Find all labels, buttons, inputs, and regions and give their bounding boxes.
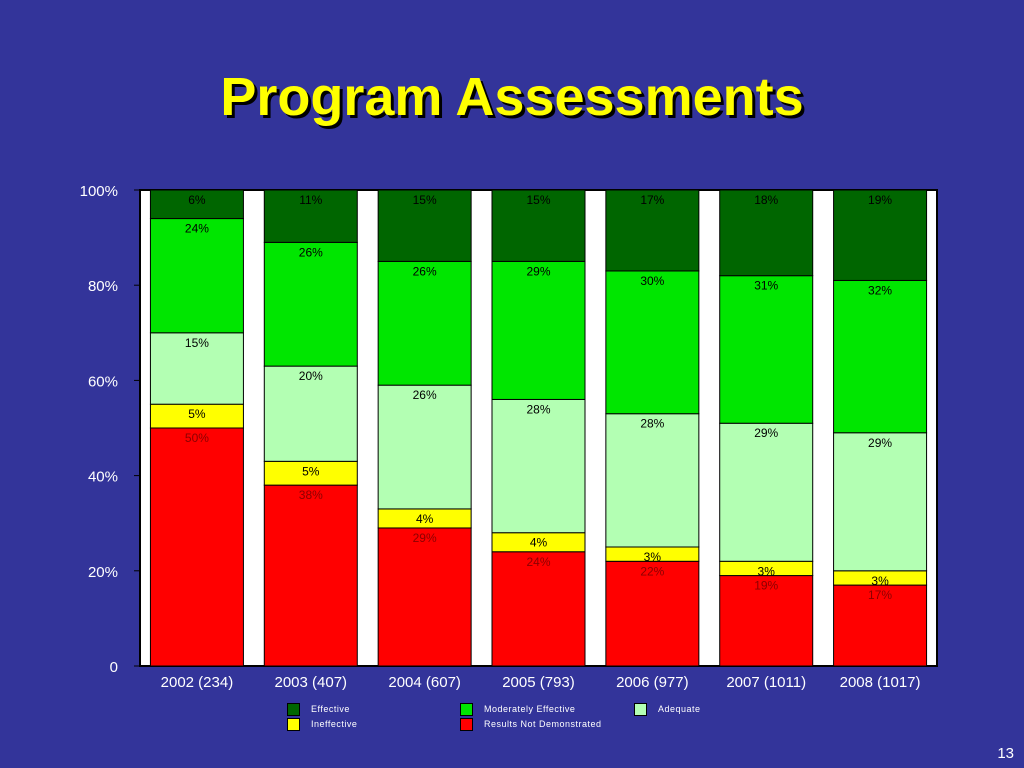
data-label: 24% xyxy=(185,222,209,236)
data-label: 18% xyxy=(754,193,778,207)
bar-segment-adequate xyxy=(833,432,928,572)
data-label: 28% xyxy=(640,417,664,431)
slide-title: Program Assessments xyxy=(220,67,804,127)
data-label: 3% xyxy=(871,574,889,588)
y-axis: 0 20% 40% 60% 80% 100% xyxy=(80,183,140,676)
bar-segment-moderately-effective xyxy=(149,218,244,334)
x-tick-label: 2003 (407) xyxy=(275,674,348,691)
data-label: 17% xyxy=(868,588,892,602)
bar-segment-effective xyxy=(149,189,244,220)
legend-label-adequate: Adequate xyxy=(658,704,701,714)
bar-segment-results-not-demonstrated xyxy=(491,551,586,667)
data-label: 19% xyxy=(868,193,892,207)
y-tick-label: 60% xyxy=(88,373,118,390)
bar-segment-adequate xyxy=(377,384,472,510)
legend-swatch-moderately-effective xyxy=(460,703,473,716)
data-label: 26% xyxy=(413,388,437,402)
bar-segment-effective xyxy=(719,189,814,277)
x-tick-label: 2007 (1011) xyxy=(726,674,806,691)
bar-segment-moderately-effective xyxy=(263,241,358,367)
bar-segment-effective xyxy=(377,189,472,262)
bar-segment-results-not-demonstrated xyxy=(719,575,814,667)
data-label: 5% xyxy=(302,464,320,478)
data-label: 15% xyxy=(526,193,550,207)
data-label: 26% xyxy=(413,264,437,278)
bar-segment-moderately-effective xyxy=(377,260,472,386)
bar-segment-moderately-effective xyxy=(491,260,586,400)
bar-segment-effective xyxy=(491,189,586,262)
page-number: 13 xyxy=(997,745,1014,762)
legend-swatch-results-not-demonstrated xyxy=(460,718,473,731)
data-label: 29% xyxy=(526,264,550,278)
x-axis: 2002 (234) 2003 (407) 2004 (607) 2005 (793)… xyxy=(161,674,921,691)
bar-segment-effective xyxy=(263,189,358,243)
legend-swatch-ineffective xyxy=(287,718,300,731)
data-label: 29% xyxy=(754,426,778,440)
bar-segment-adequate xyxy=(149,332,244,405)
bar-segment-results-not-demonstrated xyxy=(263,484,358,667)
data-label: 31% xyxy=(754,279,778,293)
data-label: 30% xyxy=(640,274,664,288)
data-label: 15% xyxy=(413,193,437,207)
legend-label-effective: Effective xyxy=(311,704,350,714)
bar-segment-results-not-demonstrated xyxy=(149,427,244,667)
data-label: 29% xyxy=(413,531,437,545)
y-tick-label: 20% xyxy=(88,564,118,581)
bar-segment-effective xyxy=(605,189,700,272)
data-label: 19% xyxy=(754,579,778,593)
data-label: 22% xyxy=(640,564,664,578)
legend-label-results-not-demonstrated: Results Not Demonstrated xyxy=(484,719,602,729)
data-label: 28% xyxy=(526,402,550,416)
x-tick-label: 2006 (977) xyxy=(616,674,689,691)
data-label: 6% xyxy=(188,193,206,207)
bar-segment-adequate xyxy=(491,398,586,534)
data-label: 29% xyxy=(868,436,892,450)
stacked-bar-chart: 50% 5% 15% 24% 6% 38% 5% 20% 26% 11% 29% 4% 26% 26% 15… xyxy=(80,183,938,691)
bar-segment-moderately-effective xyxy=(833,279,928,434)
y-tick-label: 80% xyxy=(88,278,118,295)
data-label: 3% xyxy=(644,550,662,564)
data-label: 26% xyxy=(299,245,323,259)
bar-segment-adequate xyxy=(719,422,814,562)
data-label: 15% xyxy=(185,336,209,350)
legend-label-moderately-effective: Moderately Effective xyxy=(484,704,576,714)
x-tick-label: 2005 (793) xyxy=(502,674,575,691)
x-tick-label: 2004 (607) xyxy=(388,674,461,691)
legend-swatch-adequate xyxy=(634,703,647,716)
bars-layer: 50% 5% 15% 24% 6% 38% 5% 20% 26% 11% 29% 4% 26% 26% 15… xyxy=(149,189,928,667)
bar-segment-results-not-demonstrated xyxy=(605,560,700,667)
x-tick-label: 2002 (234) xyxy=(161,674,234,691)
y-tick-label: 40% xyxy=(88,469,118,486)
legend-label-ineffective: Ineffective xyxy=(311,719,358,729)
data-label: 38% xyxy=(299,488,323,502)
data-label: 4% xyxy=(530,536,548,550)
bar-segment-adequate xyxy=(605,413,700,548)
data-label: 4% xyxy=(416,512,434,526)
legend: Effective Moderately Effective Adequate … xyxy=(287,703,757,733)
data-label: 3% xyxy=(758,564,776,578)
bar-segment-results-not-demonstrated xyxy=(377,527,472,667)
legend-swatch-effective xyxy=(287,703,300,716)
data-label: 50% xyxy=(185,431,209,445)
data-label: 5% xyxy=(188,407,206,421)
data-label: 32% xyxy=(868,283,892,297)
y-tick-label: 100% xyxy=(80,183,118,200)
data-label: 11% xyxy=(299,193,322,207)
data-label: 24% xyxy=(526,555,550,569)
data-label: 20% xyxy=(299,369,323,383)
x-tick-label: 2008 (1017) xyxy=(840,674,921,691)
y-tick-label: 0 xyxy=(110,659,118,676)
bar-segment-moderately-effective xyxy=(719,275,814,424)
data-label: 17% xyxy=(640,193,664,207)
bar-segment-adequate xyxy=(263,365,358,462)
bar-segment-moderately-effective xyxy=(605,270,700,415)
bar-segment-effective xyxy=(833,189,928,281)
bar-segment-results-not-demonstrated xyxy=(833,584,928,667)
